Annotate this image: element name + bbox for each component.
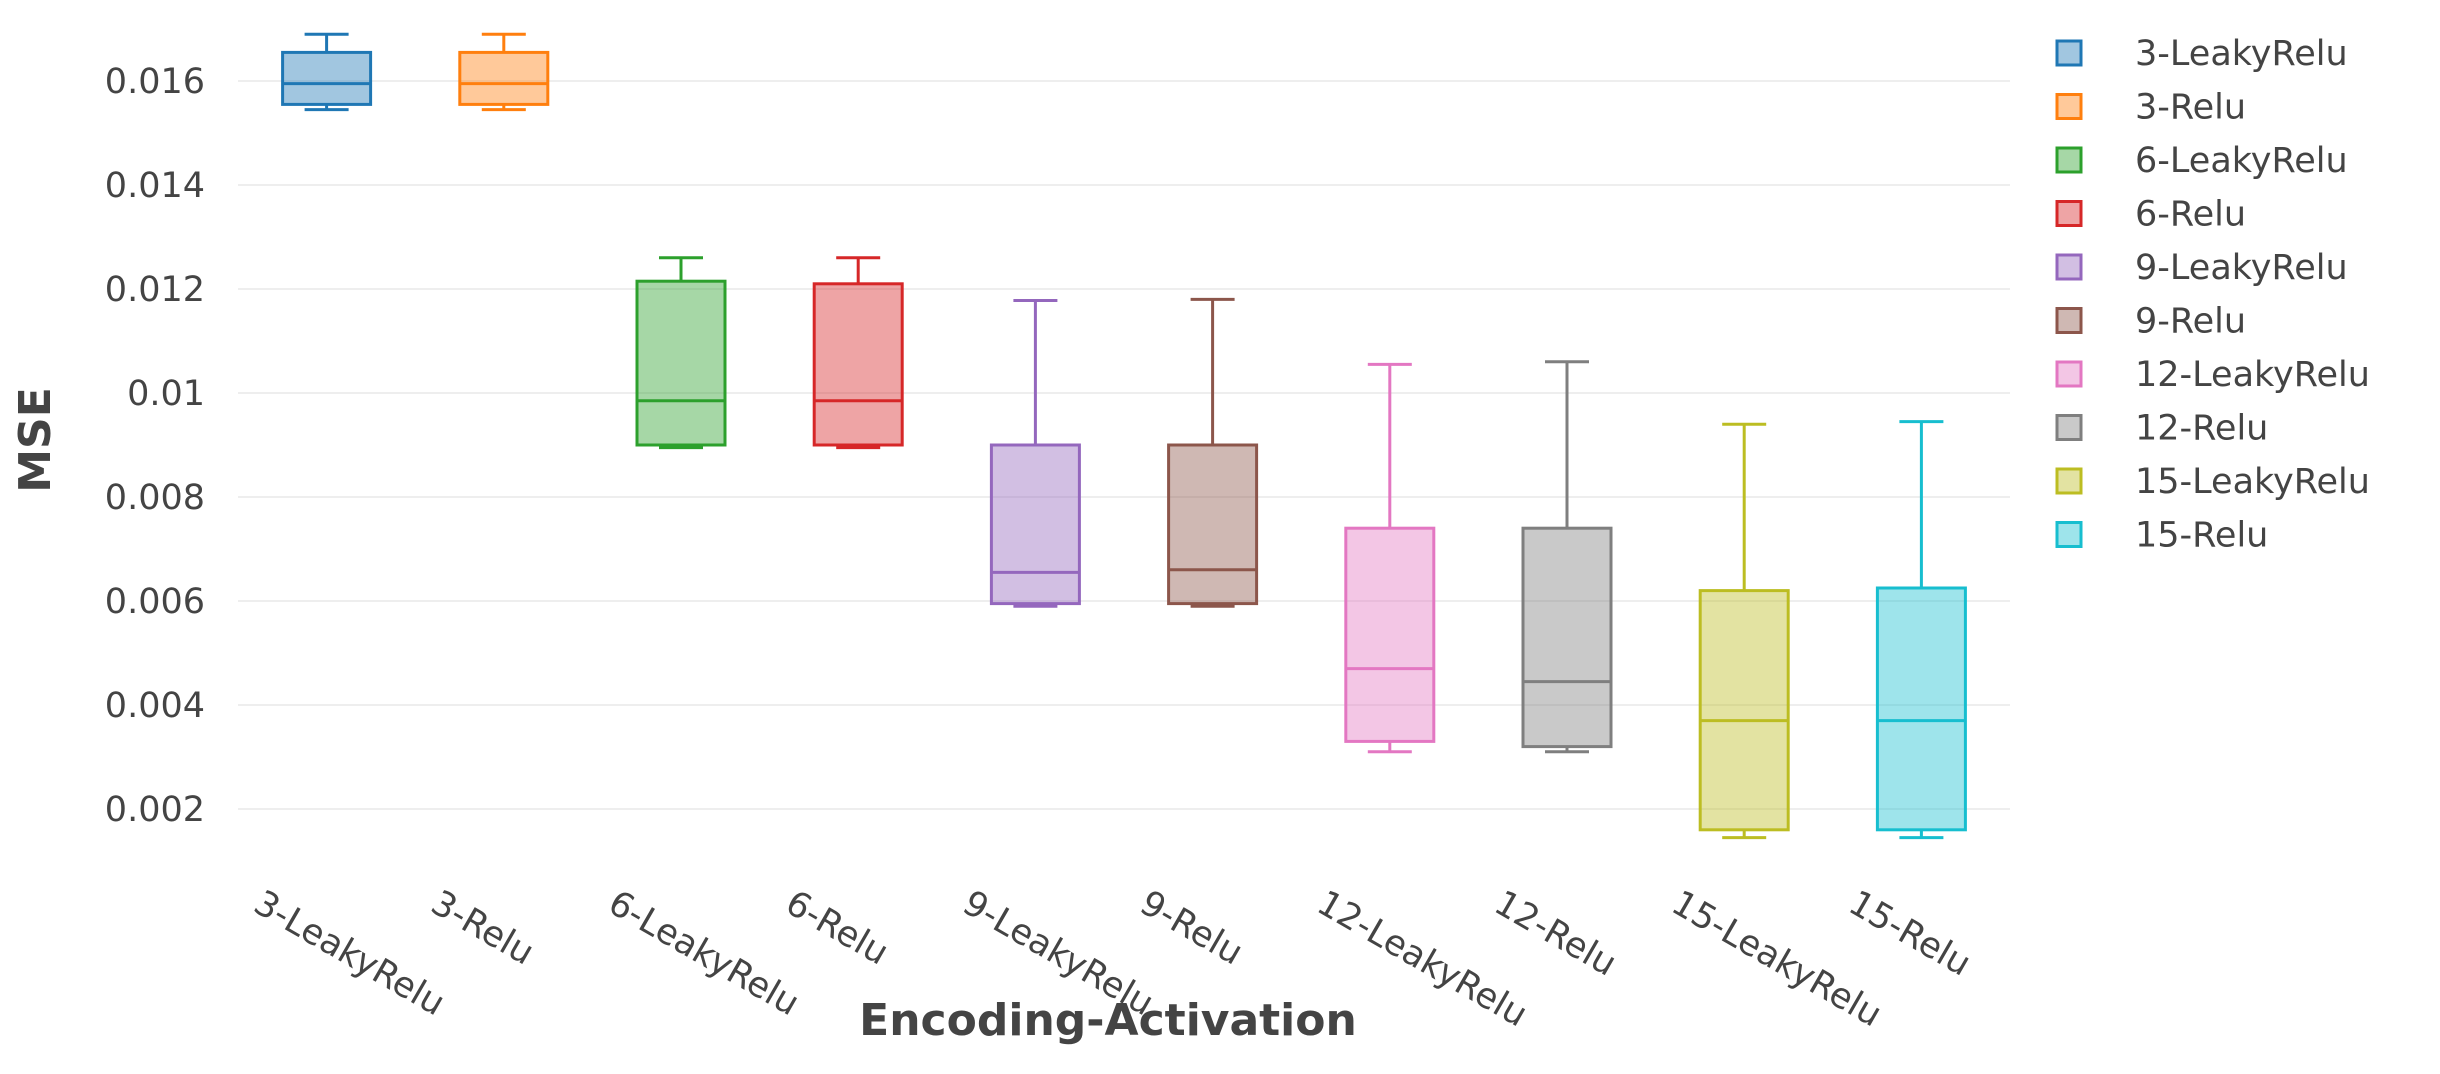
y-tick-label: 0.008 — [105, 478, 205, 518]
box-6-relu[interactable] — [812, 256, 904, 450]
x-tick-label: 9-Relu — [1133, 883, 1249, 973]
legend-swatch — [2055, 39, 2083, 67]
legend-swatch — [2055, 146, 2083, 174]
x-tick-label: 6-Relu — [779, 883, 895, 973]
box-plot-series — [281, 32, 1967, 840]
legend-label: 9-Relu — [2135, 302, 2246, 342]
iqr-box — [1167, 443, 1259, 606]
box-15-leakyrelu[interactable] — [1698, 422, 1790, 840]
legend-label: 9-LeakyRelu — [2135, 248, 2348, 288]
legend-swatch — [2055, 93, 2083, 120]
iqr-box — [989, 443, 1081, 606]
legend-item-15-leakyrelu[interactable]: 15-LeakyRelu — [2055, 462, 2370, 502]
box-6-leakyrelu[interactable] — [635, 256, 727, 450]
legend-label: 15-LeakyRelu — [2135, 462, 2370, 502]
legend-item-3-relu[interactable]: 3-Relu — [2055, 88, 2246, 128]
y-tick-label: 0.01 — [127, 374, 205, 414]
box-3-leakyrelu[interactable] — [281, 32, 373, 112]
iqr-box — [1344, 526, 1436, 743]
y-tick-label: 0.004 — [105, 686, 205, 726]
legend-item-9-relu[interactable]: 9-Relu — [2055, 302, 2246, 342]
y-tick-label: 0.012 — [105, 270, 205, 310]
iqr-box — [812, 282, 904, 447]
legend-item-3-leakyrelu[interactable]: 3-LeakyRelu — [2055, 34, 2348, 74]
box-9-relu[interactable] — [1167, 297, 1259, 608]
legend-swatch — [2055, 414, 2083, 441]
iqr-box — [1875, 586, 1967, 832]
legend-label: 6-LeakyRelu — [2135, 141, 2348, 181]
legend-swatch — [2055, 253, 2083, 281]
iqr-box — [281, 50, 373, 106]
y-tick-label: 0.002 — [105, 790, 205, 830]
box-15-relu[interactable] — [1875, 420, 1967, 840]
legend[interactable]: 3-LeakyRelu 3-Relu 6-LeakyRelu 6-Relu 9-Leak… — [2055, 34, 2370, 556]
box-9-leakyrelu[interactable] — [989, 298, 1081, 608]
legend-item-12-leakyrelu[interactable]: 12-LeakyRelu — [2055, 355, 2370, 395]
legend-swatch — [2055, 307, 2083, 334]
legend-item-12-relu[interactable]: 12-Relu — [2055, 409, 2268, 449]
y-tick-label: 0.014 — [105, 166, 205, 206]
iqr-box — [1698, 589, 1790, 832]
x-tick-label: 12-Relu — [1488, 883, 1623, 984]
legend-label: 3-LeakyRelu — [2135, 34, 2348, 74]
legend-item-6-relu[interactable]: 6-Relu — [2055, 195, 2246, 235]
iqr-box — [458, 50, 550, 106]
x-tick-label: 3-LeakyRelu — [247, 883, 451, 1024]
x-tick-label: 6-LeakyRelu — [602, 883, 806, 1024]
box-12-relu[interactable] — [1521, 360, 1613, 754]
x-tick-label: 3-Relu — [424, 883, 540, 973]
y-axis-ticks: 0.002 0.004 0.006 0.008 0.01 0.012 0.014 0.016 — [105, 62, 205, 830]
legend-swatch — [2055, 360, 2083, 388]
y-tick-label: 0.016 — [105, 62, 205, 102]
legend-item-9-leakyrelu[interactable]: 9-LeakyRelu — [2055, 248, 2348, 288]
legend-label: 6-Relu — [2135, 195, 2246, 235]
box-3-relu[interactable] — [458, 32, 550, 112]
legend-swatch — [2055, 200, 2083, 227]
legend-label: 12-LeakyRelu — [2135, 355, 2370, 395]
legend-item-6-leakyrelu[interactable]: 6-LeakyRelu — [2055, 141, 2348, 181]
iqr-box — [1521, 526, 1613, 749]
legend-label: 3-Relu — [2135, 88, 2246, 128]
legend-swatch — [2055, 521, 2083, 548]
y-axis-title: MSE — [10, 387, 61, 493]
iqr-box — [635, 279, 727, 447]
y-tick-label: 0.006 — [105, 582, 205, 622]
legend-item-15-relu[interactable]: 15-Relu — [2055, 516, 2268, 556]
legend-label: 12-Relu — [2135, 409, 2268, 449]
box-12-leakyrelu[interactable] — [1344, 362, 1436, 754]
legend-label: 15-Relu — [2135, 516, 2268, 556]
legend-swatch — [2055, 467, 2083, 495]
gridlines — [238, 80, 2010, 810]
x-axis-title: Encoding-Activation — [859, 995, 1357, 1046]
x-tick-label: 15-Relu — [1842, 883, 1977, 984]
